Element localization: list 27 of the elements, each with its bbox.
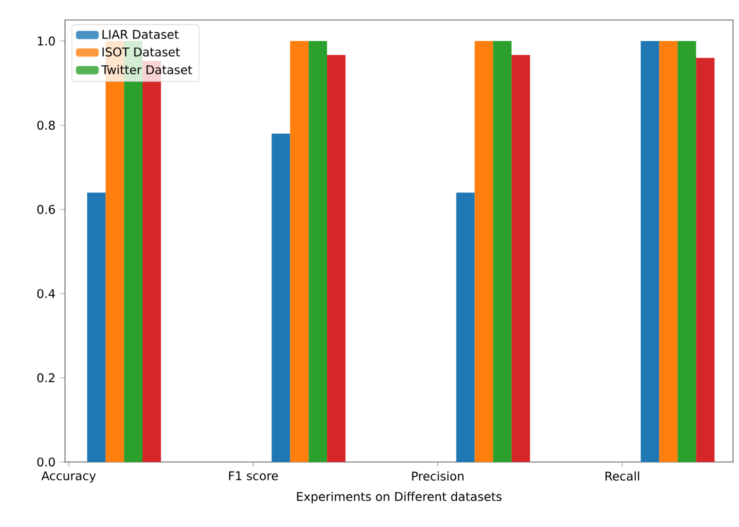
y-tick-label: 0.6 — [37, 204, 55, 214]
x-tick-label: Precision — [412, 471, 464, 481]
bar — [308, 41, 328, 462]
x-tick-label: Recall — [606, 471, 640, 481]
bar — [474, 41, 494, 462]
x-tick-label: Accuracy — [41, 471, 96, 483]
bar — [659, 41, 678, 462]
y-tick-label: 0.4 — [37, 289, 55, 298]
x-axis-title: Experiments on Different datasets — [297, 492, 502, 504]
bar — [87, 192, 106, 462]
bar — [512, 54, 530, 462]
legend-label: ISOT Dataset — [102, 47, 180, 56]
bar — [272, 134, 290, 462]
y-tick-label: 0.2 — [37, 373, 54, 382]
bar — [696, 58, 715, 462]
bar — [327, 54, 346, 462]
bar — [456, 192, 475, 462]
legend-label: LIAR Dataset — [102, 30, 179, 39]
bar — [640, 41, 660, 462]
y-tick-label: 0.8 — [37, 120, 55, 130]
y-tick-label: 1.0 — [38, 36, 55, 46]
legend-label: Twitter Dataset — [101, 64, 192, 74]
bar — [493, 41, 512, 462]
bar — [678, 41, 696, 462]
bar — [290, 41, 309, 462]
y-tick-label: 0.0 — [37, 457, 55, 467]
x-tick-label: F1 score — [229, 471, 278, 480]
